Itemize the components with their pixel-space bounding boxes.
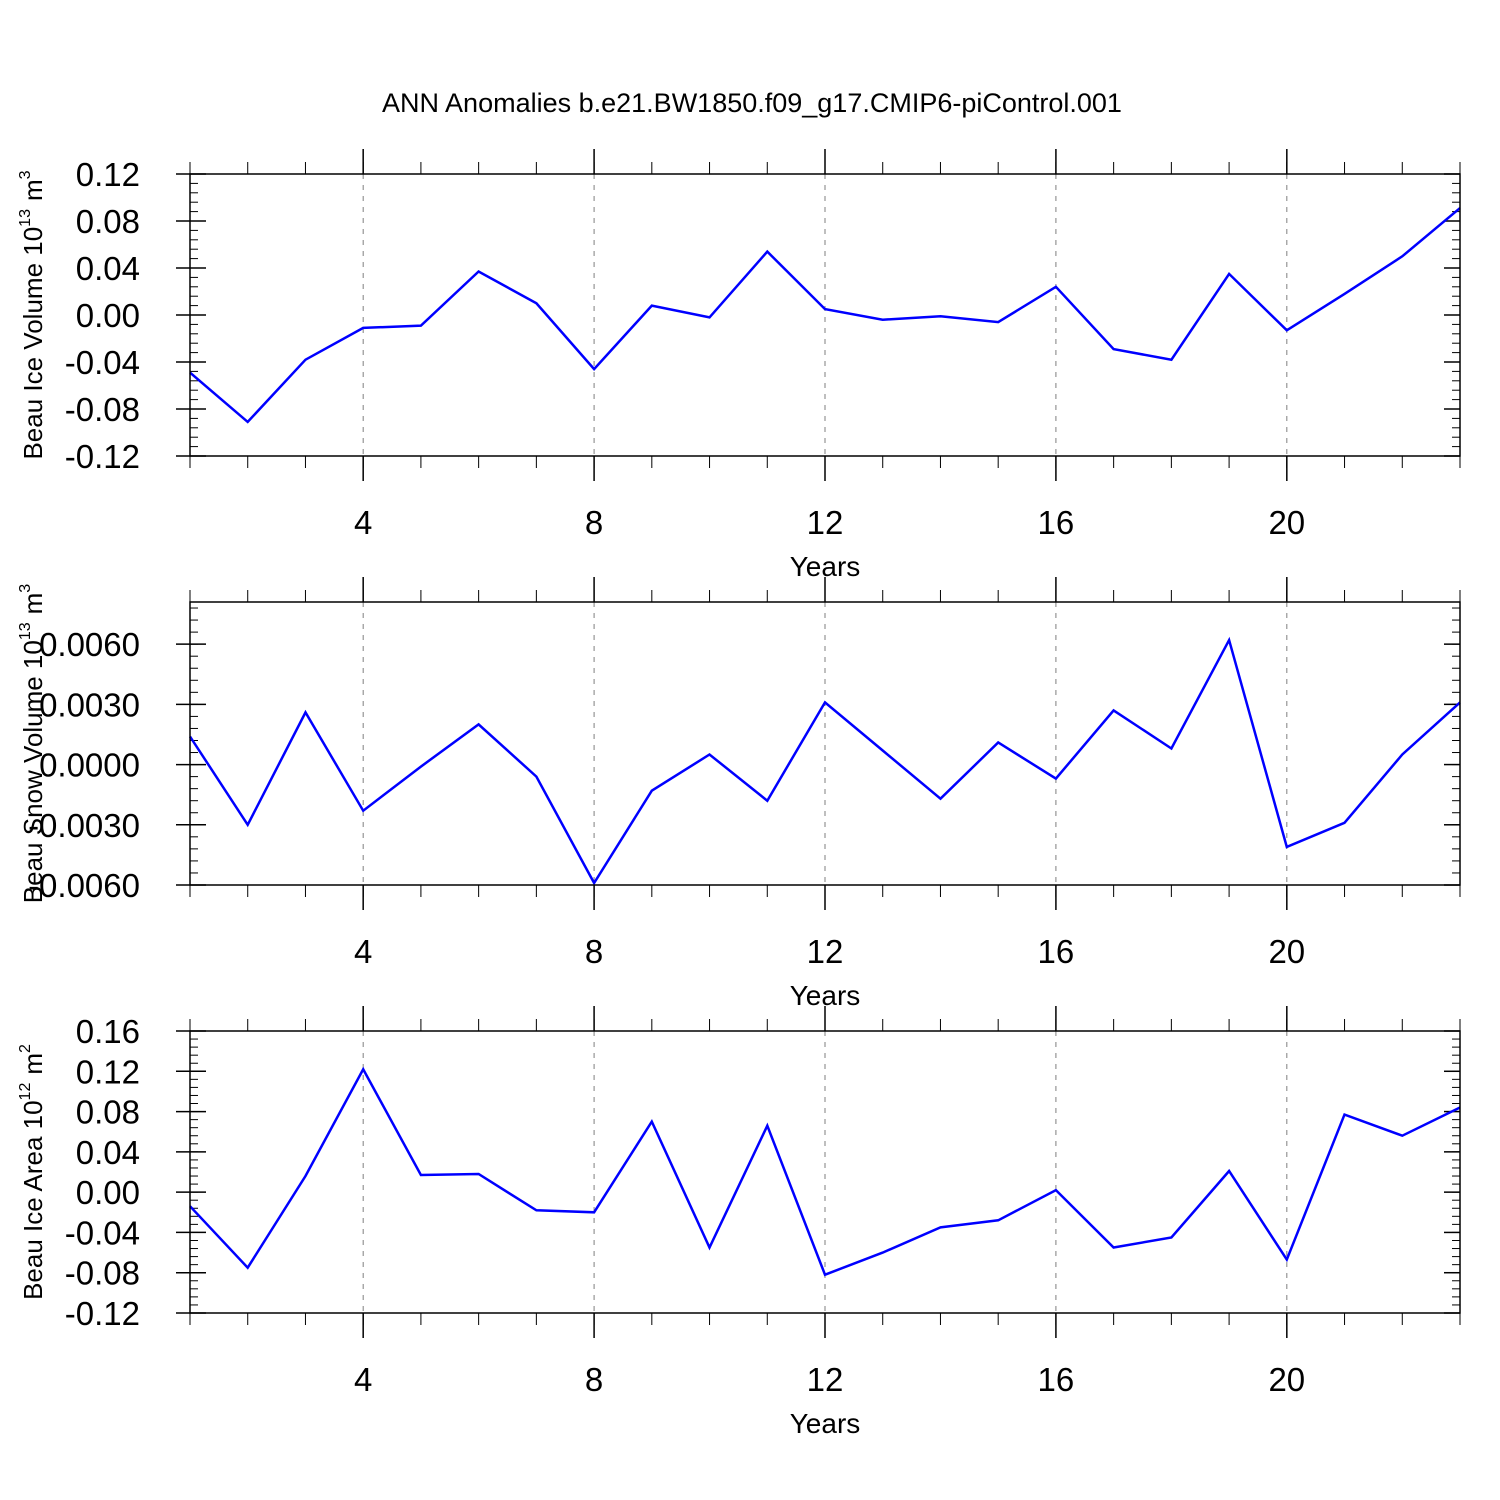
y-axis-label-unit-exponent: 2 <box>17 1044 34 1053</box>
x-tick-label: 8 <box>585 1361 603 1398</box>
x-axis-label: Years <box>790 551 861 582</box>
y-tick-label: 0.12 <box>76 1053 140 1090</box>
panel-2: -0.0060 -0.0030 0.0000 0.0030 0.0060 4 8 12 16 20… <box>17 577 1461 1011</box>
y-axis-label-unit: m <box>18 1053 48 1075</box>
x-tick-label: 8 <box>585 504 603 541</box>
x-tick-label: 20 <box>1268 504 1305 541</box>
y-tick-label: 0.00 <box>76 1174 140 1211</box>
y-tick-label: 0.16 <box>76 1013 140 1050</box>
x-tick-label: 16 <box>1038 933 1075 970</box>
y-axis-label: Beau Ice Volume 1013 m3 <box>17 170 48 459</box>
y-axis-label-text: Beau Ice Volume 10 <box>18 227 48 460</box>
y-tick-label: -0.12 <box>65 438 140 475</box>
x-tick-label: 20 <box>1268 933 1305 970</box>
y-tick-label: 0.04 <box>76 250 140 287</box>
y-tick-label: -0.0060 <box>28 867 140 904</box>
series-line <box>188 636 1461 886</box>
panel-1: -0.12 -0.08 -0.04 0.00 0.04 0.08 0.12 4 8 12 16 20 Y… <box>17 149 1461 582</box>
y-tick-label: 0.0000 <box>39 747 140 784</box>
panel-3: -0.12-0.08 -0.040.000.040.08 0.120.16 4 8 12 1… <box>17 1006 1461 1439</box>
x-tick-label: 12 <box>807 504 844 541</box>
x-tick-label: 4 <box>354 504 372 541</box>
y-tick-label: 0.00 <box>76 297 140 334</box>
x-tick-label: 16 <box>1038 1361 1075 1398</box>
x-tick-label: 12 <box>807 933 844 970</box>
y-tick-label: 0.08 <box>76 203 140 240</box>
y-axis-label-exponent: 12 <box>17 1083 34 1101</box>
y-tick-label: -0.08 <box>65 391 140 428</box>
x-tick-label: 20 <box>1268 1361 1305 1398</box>
figure-title: ANN Anomalies b.e21.BW1850.f09_g17.CMIP6… <box>382 88 1122 118</box>
series-line <box>189 207 1461 424</box>
y-axis-label: Beau Snow Volume 1013 m3 <box>17 584 48 904</box>
x-axis-label: Years <box>790 1408 861 1439</box>
series-line <box>189 1066 1461 1277</box>
x-tick-label: 12 <box>807 1361 844 1398</box>
y-tick-label: 0.08 <box>76 1094 140 1131</box>
x-tick-label: 16 <box>1038 504 1075 541</box>
x-tick-label: 4 <box>354 933 372 970</box>
plot-frame <box>189 173 1461 457</box>
y-axis-label-unit-exponent: 3 <box>17 170 34 179</box>
x-tick-label: 8 <box>585 933 603 970</box>
y-axis-label-unit: m <box>18 179 48 201</box>
y-tick-label: 0.0060 <box>39 626 140 663</box>
y-axis-label: Beau Ice Area 1012 m2 <box>17 1044 48 1300</box>
x-tick-label: 4 <box>354 1361 372 1398</box>
y-axis-label-unit-exponent: 3 <box>17 584 34 593</box>
y-axis-label-unit: m <box>18 593 48 615</box>
plot-frame <box>189 601 1461 886</box>
y-axis-label-text: Beau Snow Volume 10 <box>18 640 48 903</box>
y-tick-label: -0.0030 <box>28 807 140 844</box>
y-tick-label: 0.12 <box>76 156 140 193</box>
y-tick-label: 0.0030 <box>39 686 140 723</box>
x-axis-label: Years <box>790 980 861 1011</box>
y-tick-label: 0.04 <box>76 1134 140 1171</box>
y-tick-label: -0.08 <box>65 1255 140 1292</box>
y-tick-label: -0.12 <box>65 1295 140 1332</box>
plot-frame <box>189 1030 1461 1314</box>
y-axis-label-text: Beau Ice Area 10 <box>18 1100 48 1299</box>
y-tick-label: -0.04 <box>65 1214 140 1251</box>
y-tick-label: -0.04 <box>65 344 140 381</box>
y-axis-label-exponent: 13 <box>17 622 34 640</box>
y-axis-label-exponent: 13 <box>17 209 34 227</box>
